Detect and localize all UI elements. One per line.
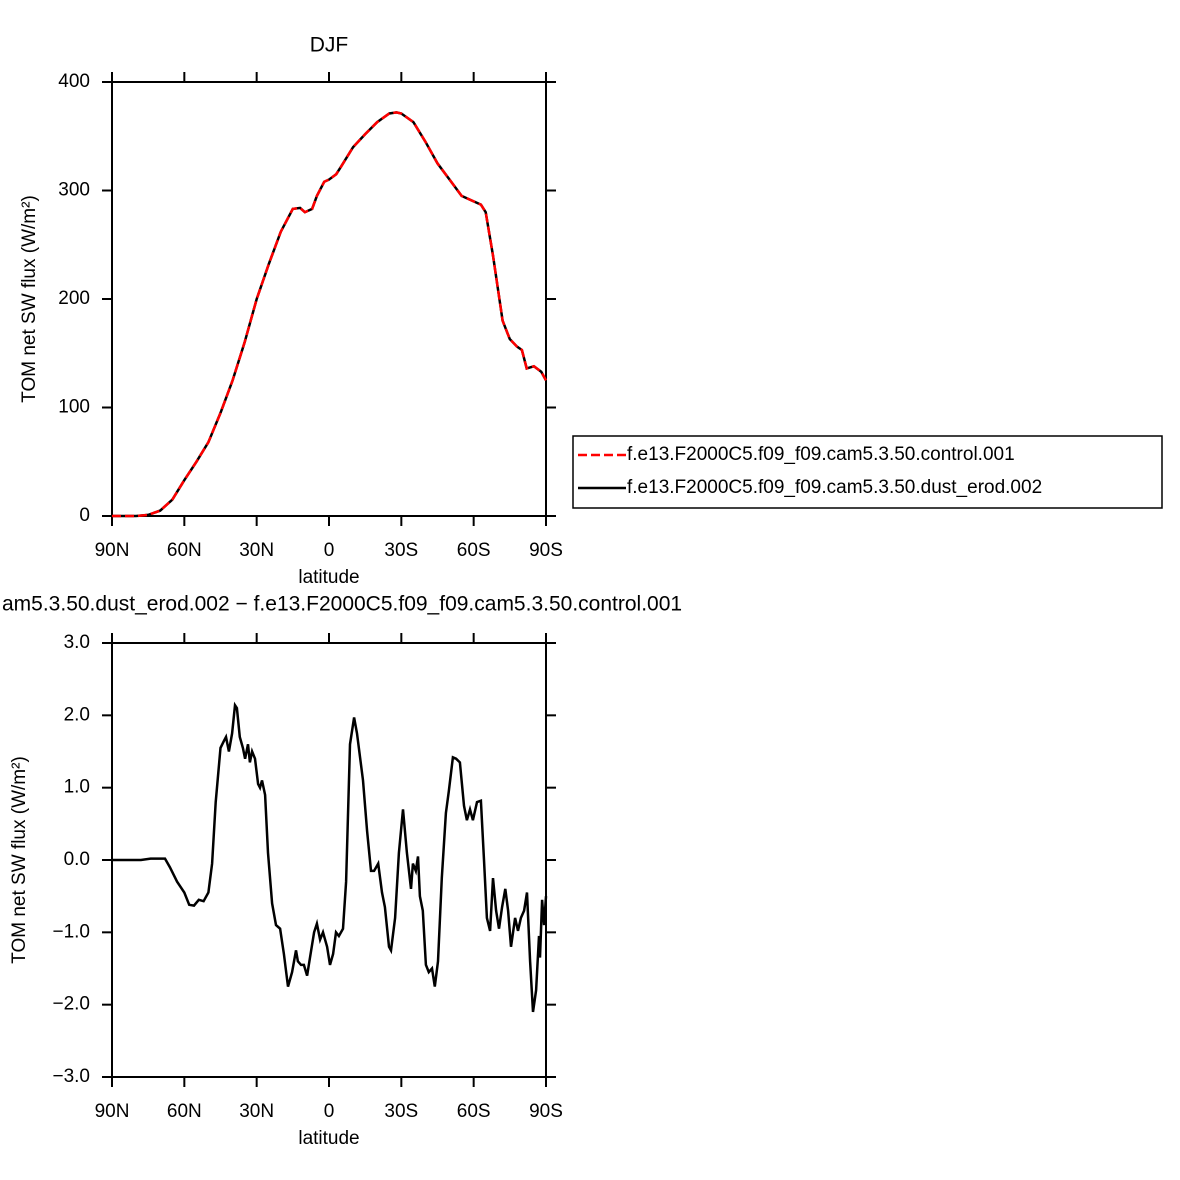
x-axis-label: latitude (298, 567, 359, 588)
series-line (112, 111, 548, 518)
y-tick-label: 0.0 (64, 849, 90, 870)
y-axis-label: TOM net SW flux (W/m²) (9, 756, 30, 964)
y-tick-label: −1.0 (52, 921, 90, 942)
y-tick-label: 3.0 (64, 632, 90, 653)
y-tick-label: 400 (58, 71, 90, 92)
legend-box (572, 435, 1163, 509)
chart-title: am5.3.50.dust_erod.002 − f.e13.F2000C5.f… (2, 593, 682, 616)
x-tick-label: 30N (239, 540, 274, 561)
y-tick-label: 2.0 (64, 704, 90, 725)
x-tick-label: 60N (167, 540, 202, 561)
plot-frame (111, 642, 547, 1078)
plot-frame (111, 81, 547, 517)
x-tick-label: 90N (95, 1101, 130, 1122)
x-tick-label: 60N (167, 1101, 202, 1122)
x-tick-label: 30S (384, 540, 418, 561)
y-tick-label: 200 (58, 288, 90, 309)
y-tick-label: −3.0 (52, 1066, 90, 1087)
x-tick-label: 30S (384, 1101, 418, 1122)
series-line (112, 111, 548, 518)
x-axis-label: latitude (298, 1128, 359, 1149)
x-tick-label: 0 (324, 540, 335, 561)
y-tick-label: 1.0 (64, 777, 90, 798)
x-tick-label: 90S (529, 1101, 563, 1122)
y-tick-label: −2.0 (52, 994, 90, 1015)
x-tick-label: 90S (529, 540, 563, 561)
x-tick-label: 60S (457, 540, 491, 561)
x-tick-label: 60S (457, 1101, 491, 1122)
x-tick-label: 90N (95, 540, 130, 561)
series-line (112, 701, 548, 1013)
x-tick-label: 30N (239, 1101, 274, 1122)
y-tick-label: 300 (58, 180, 90, 201)
x-tick-label: 0 (324, 1101, 335, 1122)
legend-label: f.e13.F2000C5.f09_f09.cam5.3.50.control.… (627, 444, 1015, 465)
chart-title: DJF (310, 34, 349, 57)
y-tick-label: 0 (79, 505, 90, 526)
legend-label: f.e13.F2000C5.f09_f09.cam5.3.50.dust_ero… (627, 477, 1042, 498)
y-tick-label: 100 (58, 397, 90, 418)
y-axis-label: TOM net SW flux (W/m²) (19, 195, 40, 403)
